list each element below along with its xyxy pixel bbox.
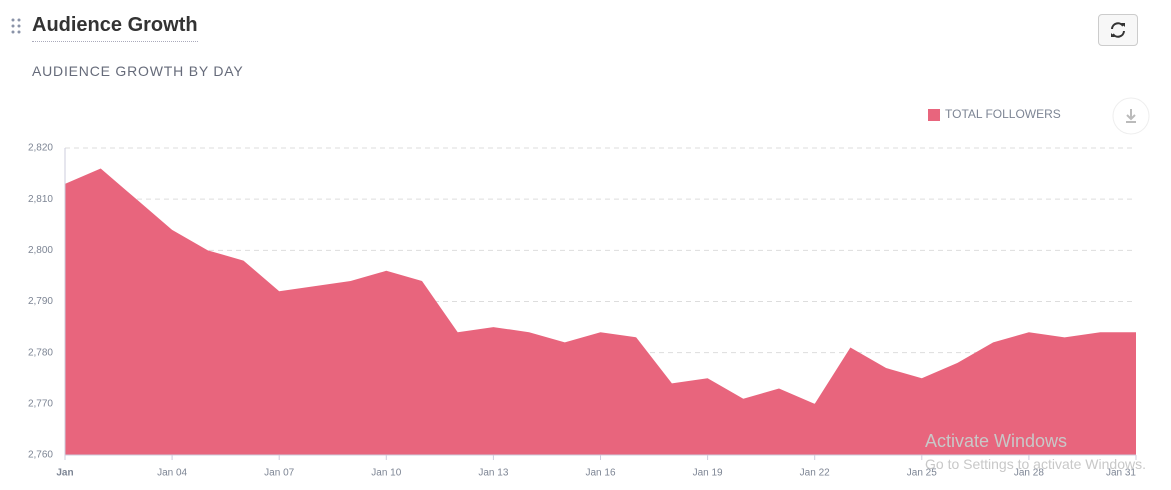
watermark: Go to Settings to activate Windows. [925, 456, 1146, 472]
title: Audience Growth [32, 14, 198, 42]
y-tick-label: 2,780 [28, 347, 53, 358]
watermark: Activate Windows [925, 431, 1068, 451]
x-tick-label: Jan 10 [371, 468, 401, 479]
refresh-icon [1111, 22, 1125, 38]
y-tick-label: 2,760 [28, 450, 53, 461]
y-tick-label: 2,770 [28, 398, 53, 409]
x-tick-label: Jan 13 [478, 468, 508, 479]
x-tick-label: Jan 07 [264, 468, 294, 479]
legend-swatch [928, 109, 940, 121]
x-tick-label: Jan [56, 468, 73, 479]
x-tick-label: Jan 22 [800, 468, 830, 479]
refresh-button[interactable] [1098, 14, 1138, 46]
legend-label: TOTAL FOLLOWERS [945, 107, 1061, 121]
download-icon [1126, 109, 1136, 123]
area [65, 168, 1136, 455]
x-tick-label: Jan 31 [1106, 468, 1136, 479]
y-tick-label: 2,810 [28, 194, 53, 205]
y-tick-label: 2,790 [28, 296, 53, 307]
y-tick-label: 2,820 [28, 143, 53, 154]
subtitle: AUDIENCE GROWTH BY DAY [32, 63, 244, 79]
x-tick-label: Jan 04 [157, 468, 187, 479]
drag-handle[interactable] [11, 18, 21, 34]
x-tick-label: Jan 16 [585, 468, 615, 479]
x-tick-label: Jan 25 [907, 468, 937, 479]
x-tick-label: Jan 19 [693, 468, 723, 479]
y-tick-label: 2,800 [28, 245, 53, 256]
x-tick-label: Jan 28 [1014, 468, 1044, 479]
